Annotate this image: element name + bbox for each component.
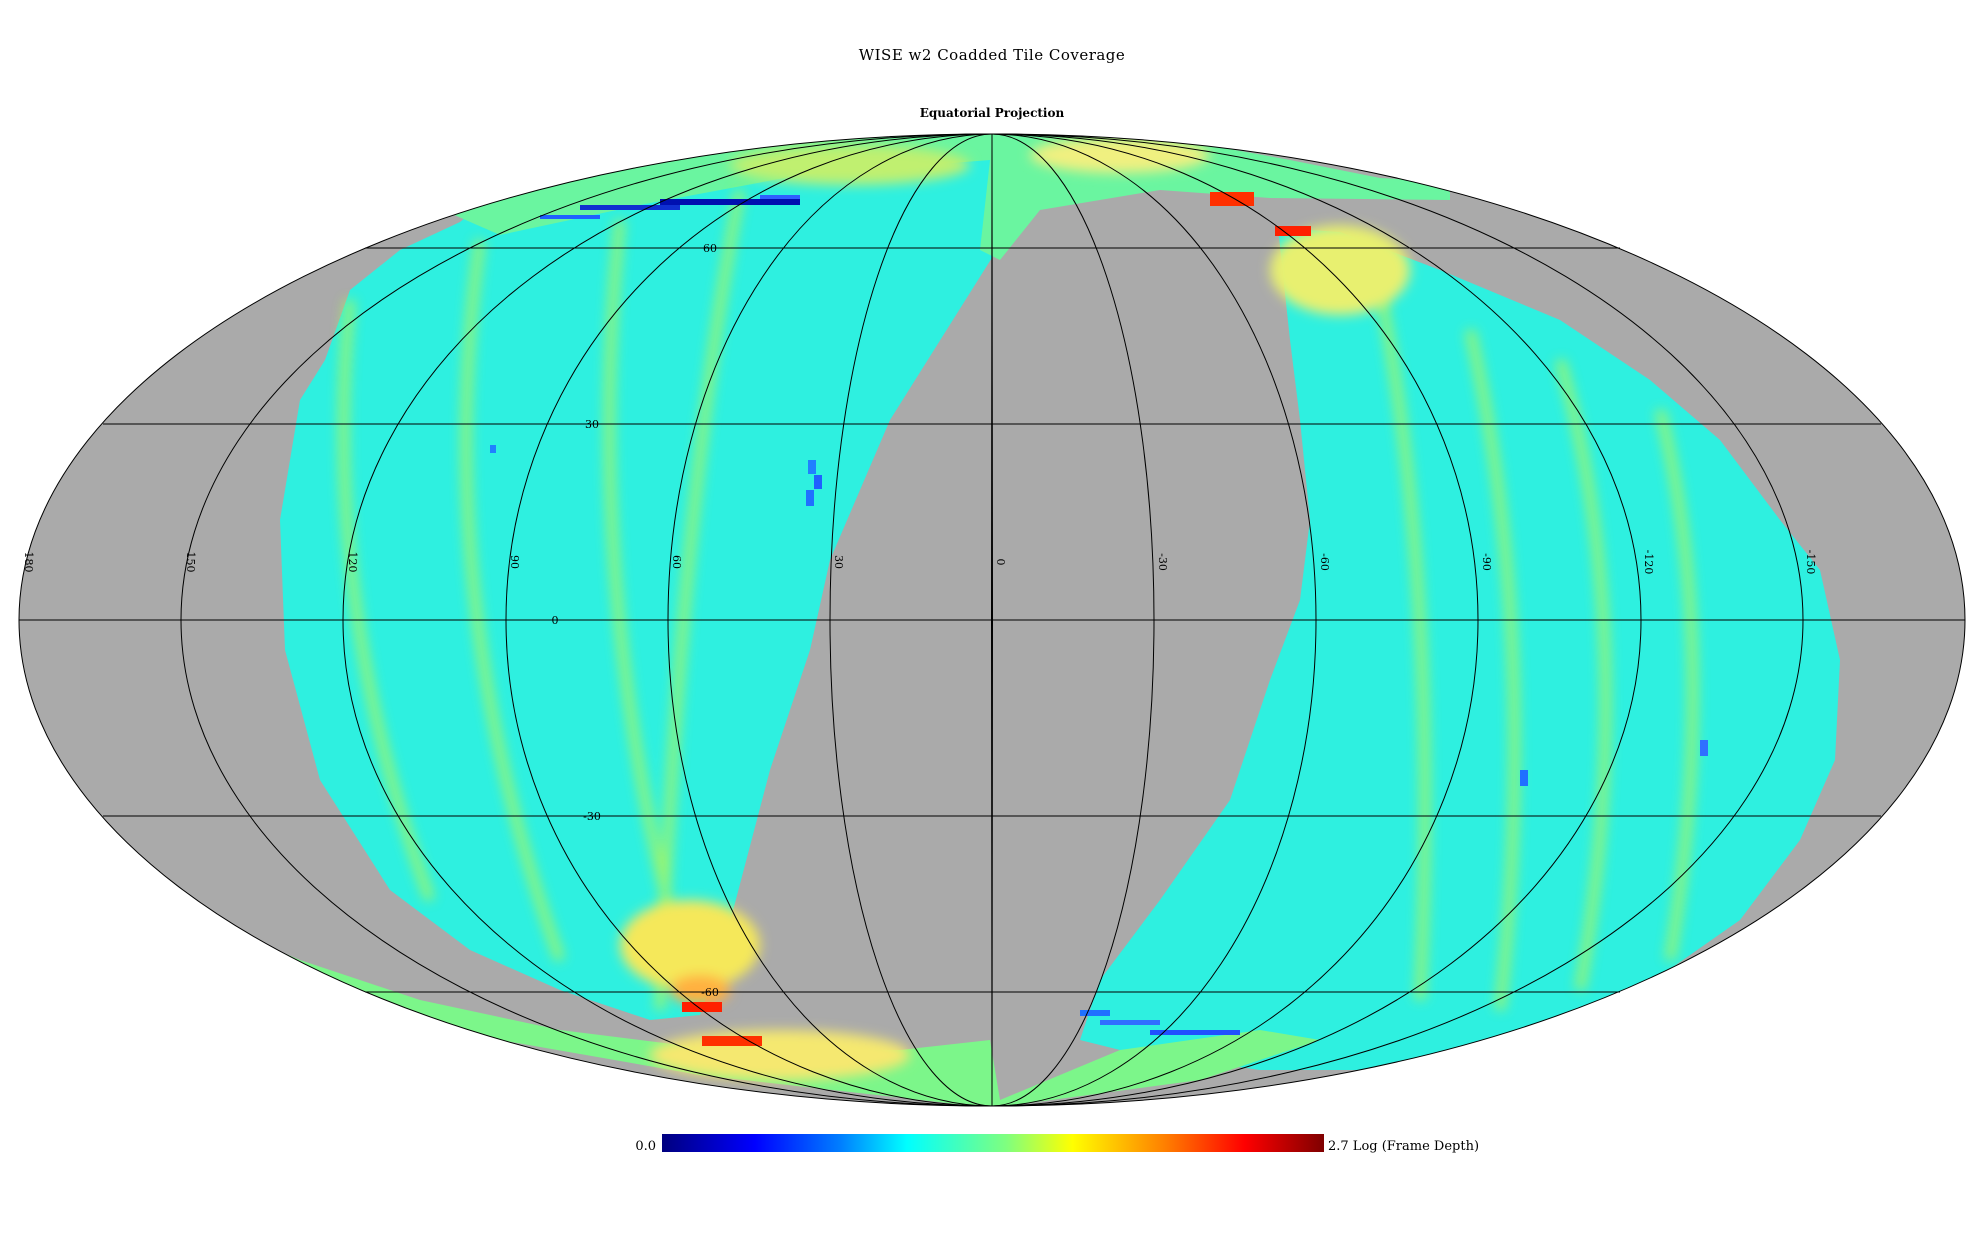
lon-label: 60: [670, 555, 683, 569]
sky-map: 180 150 120 90 60 30 0 -30 -60 -90 -120 …: [18, 133, 1966, 1107]
longitude-labels: 180 150 120 90 60 30 0 -30 -60 -90 -120 …: [22, 550, 1817, 575]
graticule: [18, 133, 1966, 1107]
lon-label: -120: [1642, 550, 1655, 575]
colorbar-max-label: 2.7 Log (Frame Depth): [1328, 1139, 1480, 1154]
coverage-hotspots: [620, 137, 1410, 1080]
lon-label: -150: [1804, 550, 1817, 575]
colorbar: [662, 1134, 1324, 1152]
coverage-red-spots: [682, 192, 1311, 1046]
lat-label: -30: [583, 810, 601, 823]
lon-label: 180: [22, 552, 35, 573]
lat-label: 0: [552, 614, 559, 627]
coverage-low-patches: [490, 195, 1708, 1035]
coverage-layer: [230, 134, 1840, 1106]
lat-label: -60: [701, 986, 719, 999]
lon-label: 0: [994, 559, 1007, 566]
map-subtitle: Equatorial Projection: [919, 106, 1065, 120]
latitude-labels: 60 30 0 -30 -60: [552, 242, 719, 999]
lon-label: 90: [508, 555, 521, 569]
coverage-band-right: [1080, 228, 1840, 1070]
map-title: WISE w2 Coadded Tile Coverage: [858, 46, 1126, 64]
colorbar-min-label: 0.0: [635, 1139, 656, 1154]
lon-label: 120: [346, 552, 359, 573]
lon-label: -60: [1318, 553, 1331, 571]
lat-label: 30: [585, 418, 599, 431]
lon-label: 150: [184, 552, 197, 573]
lon-label: 30: [832, 555, 845, 569]
lat-label: 60: [703, 242, 717, 255]
lon-label: -30: [1156, 553, 1169, 571]
lon-label: -90: [1480, 553, 1493, 571]
coverage-band-left: [280, 137, 1010, 1020]
